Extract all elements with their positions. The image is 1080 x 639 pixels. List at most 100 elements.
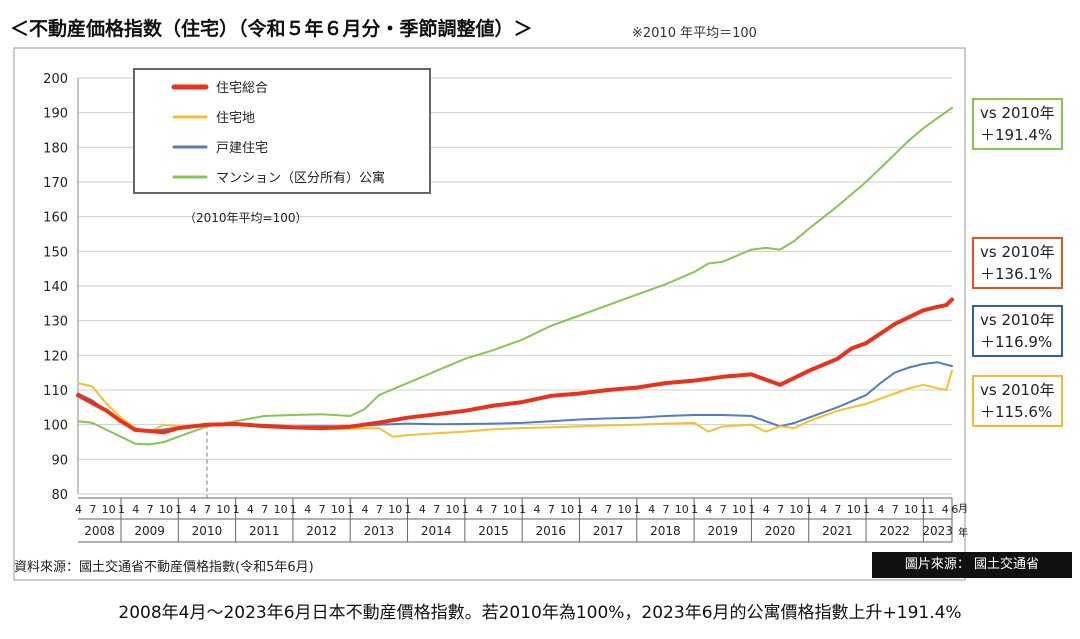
x-month-label: 10 — [159, 503, 173, 516]
x-month-label: 4 — [247, 503, 254, 516]
x-month-label: 1 — [118, 503, 125, 516]
x-month-label: 1 — [576, 503, 583, 516]
x-month-label: 1 — [290, 503, 297, 516]
x-month-label: 7 — [777, 503, 784, 516]
caption: 2008年4月～2023年6月日本不動産價格指數。若2010年為100%，202… — [118, 603, 962, 623]
callout-detached-house-line1: vs 2010年 — [980, 311, 1055, 329]
callout-residential-total: vs 2010年 ＋136.1% — [972, 237, 1063, 289]
x-year-label: 2008 — [84, 524, 115, 538]
x-month-label: 7 — [605, 503, 612, 516]
legend-label: マンション（区分所有）公寓 — [216, 170, 385, 186]
x-month-label: 4 — [877, 503, 884, 516]
x-month-label: 7 — [319, 503, 326, 516]
x-month-label: 7 — [491, 503, 498, 516]
x-month-label: 4 — [132, 503, 139, 516]
callout-apartment-line1: vs 2010年 — [980, 104, 1055, 122]
image-source-badge: 圖片來源： 國土交通省 — [872, 552, 1072, 578]
x-month-label: 1 — [748, 503, 755, 516]
series-line — [77, 106, 953, 446]
page-title: ＜不動産価格指数（住宅）（令和５年６月分・季節調整値）＞ — [10, 18, 533, 40]
x-month-label: 1 — [519, 503, 526, 516]
x-month-label: 1 — [806, 503, 813, 516]
callout-apartment-line2: ＋191.4% — [980, 126, 1053, 144]
y-tick-label: 130 — [43, 315, 68, 330]
x-month-label: 7 — [834, 503, 841, 516]
x-month-label: 4 — [362, 503, 369, 516]
x-month-label: 1 — [634, 503, 641, 516]
legend-label: 住宅総合 — [216, 81, 268, 96]
x-month-label: 4 — [820, 503, 827, 516]
source-note: 資料來源：國土交通省不動産價格指數(令和5年6月) — [14, 560, 314, 575]
y-tick-label: 120 — [43, 349, 68, 364]
x-year-label: 2023 — [922, 524, 953, 538]
y-tick-label: 140 — [43, 280, 68, 295]
x-year-label: 2015 — [478, 524, 509, 538]
y-tick-label: 100 — [43, 419, 68, 434]
y-tick-label: 190 — [43, 107, 68, 122]
x-month-label: 4 — [705, 503, 712, 516]
x-month-label: 10 — [675, 503, 689, 516]
x-year-label: 2019 — [707, 524, 738, 538]
x-month-label: 7 — [147, 503, 154, 516]
x-year-label: 2010 — [192, 524, 223, 538]
x-year-label: 2021 — [822, 524, 853, 538]
callout-detached-house: vs 2010年 ＋116.9% — [972, 305, 1063, 357]
chart-inner-note: （2010年平均=100） — [184, 211, 308, 225]
x-month-label: 7 — [376, 503, 383, 516]
y-tick-label: 150 — [43, 245, 68, 260]
y-tick-label: 170 — [43, 176, 68, 191]
y-tick-label: 110 — [43, 384, 68, 399]
x-month-label: 10 — [216, 503, 230, 516]
x-month-label: 4 — [763, 503, 770, 516]
callout-residential-land: vs 2010年 ＋115.6% — [972, 375, 1063, 427]
x-year-label: 2014 — [421, 524, 452, 538]
callout-residential-total-line2: ＋136.1% — [980, 265, 1053, 283]
callout-residential-land-line2: ＋115.6% — [980, 403, 1053, 421]
x-month-label: 4 — [942, 503, 949, 516]
callout-apartment: vs 2010年 ＋191.4% — [972, 98, 1063, 150]
x-month-label: 7 — [662, 503, 669, 516]
x-month-label: 10 — [847, 503, 861, 516]
x-month-label: 7 — [548, 503, 555, 516]
x-month-label: 1 — [462, 503, 469, 516]
x-month-label: 1 — [863, 503, 870, 516]
x-year-label: 2020 — [765, 524, 796, 538]
x-year-label: 2009 — [134, 524, 165, 538]
x-year-label: 2012 — [306, 524, 337, 538]
x-year-label: 2017 — [593, 524, 624, 538]
x-year-label: 2011 — [249, 524, 280, 538]
x-month-label: 10 — [102, 503, 116, 516]
x-month-label: 4 — [533, 503, 540, 516]
base-note: ※2010 年平均＝100 — [632, 26, 757, 41]
x-month-label: 10 — [560, 503, 574, 516]
x-month-label: 7 — [89, 503, 96, 516]
x-month-label: 10 — [789, 503, 803, 516]
x-month-label: 7 — [261, 503, 268, 516]
year-unit-label: 年 — [958, 526, 968, 539]
y-tick-label: 90 — [51, 453, 68, 468]
x-year-label: 2018 — [650, 524, 681, 538]
x-year-label: 2022 — [879, 524, 910, 538]
callout-residential-land-line1: vs 2010年 — [980, 381, 1055, 399]
x-month-label: 6 — [951, 503, 958, 516]
x-month-label: 7 — [433, 503, 440, 516]
y-tick-label: 80 — [51, 488, 68, 503]
x-month-label: 4 — [304, 503, 311, 516]
y-tick-label: 160 — [43, 211, 68, 226]
x-month-label: 10 — [331, 503, 345, 516]
x-month-label: 10 — [617, 503, 631, 516]
x-year-label: 2016 — [536, 524, 567, 538]
x-month-label: 4 — [476, 503, 483, 516]
x-month-label: 1 — [691, 503, 698, 516]
x-month-label: 1 — [233, 503, 240, 516]
series-line — [76, 297, 954, 435]
x-month-label: 7 — [892, 503, 899, 516]
month-unit-label: 月 — [958, 503, 968, 515]
x-month-label: 1 — [175, 503, 182, 516]
x-month-label: 1 — [927, 503, 934, 516]
x-month-label: 10 — [446, 503, 460, 516]
x-month-label: 10 — [732, 503, 746, 516]
legend-label: 戸建住宅 — [216, 141, 268, 156]
x-month-label: 1 — [920, 503, 927, 516]
x-month-label: 10 — [274, 503, 288, 516]
